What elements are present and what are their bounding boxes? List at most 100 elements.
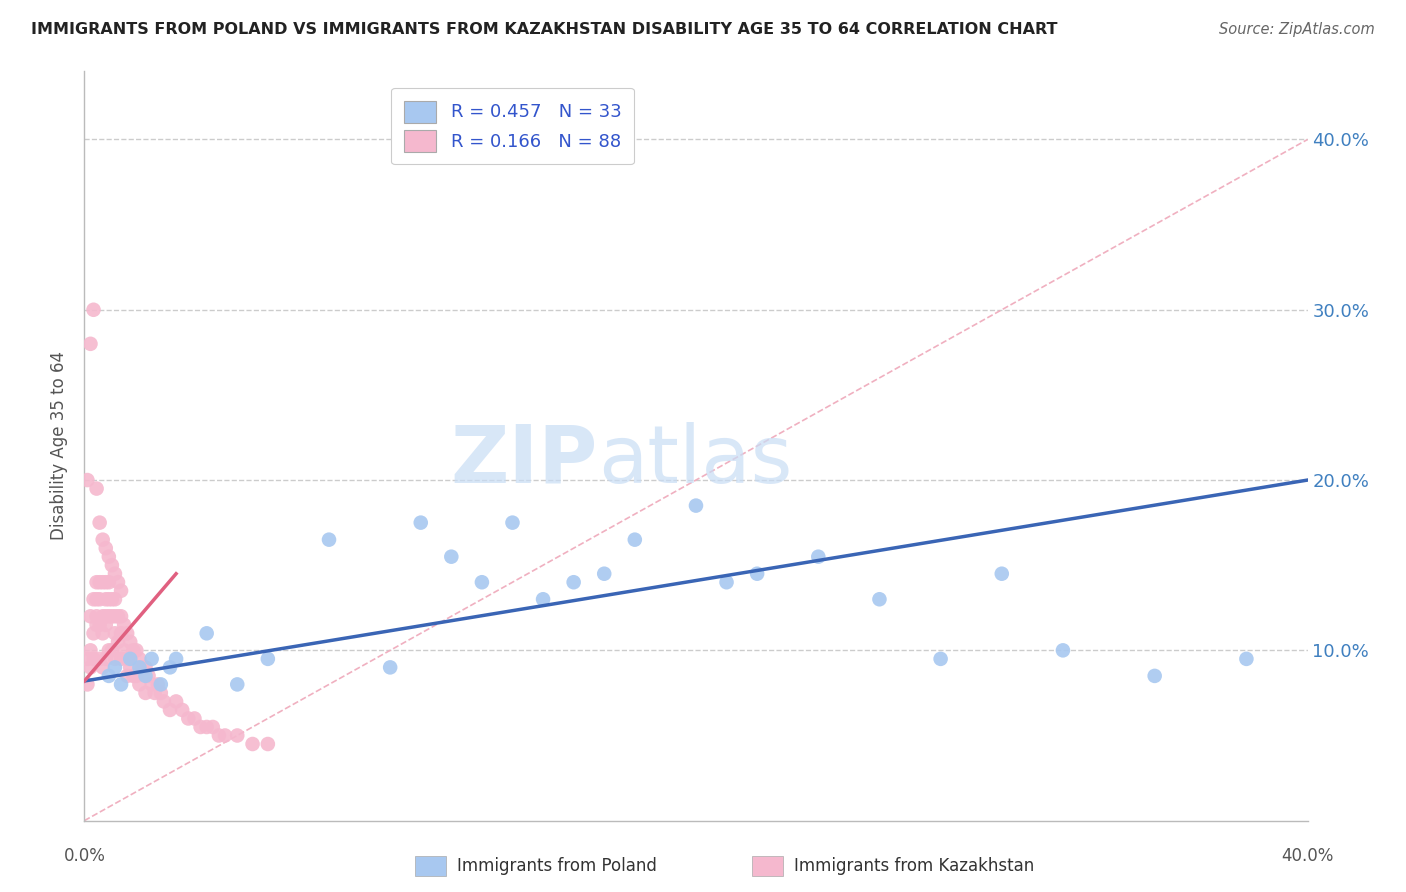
Text: Immigrants from Kazakhstan: Immigrants from Kazakhstan bbox=[794, 857, 1035, 875]
Point bbox=[131, 660, 153, 674]
Point bbox=[115, 626, 138, 640]
Point bbox=[89, 575, 111, 590]
Point bbox=[318, 533, 340, 547]
Point bbox=[1236, 652, 1258, 666]
Point bbox=[125, 643, 148, 657]
Point bbox=[929, 652, 952, 666]
Point bbox=[97, 575, 120, 590]
Point bbox=[83, 652, 105, 666]
Point bbox=[110, 677, 132, 691]
Point bbox=[149, 686, 172, 700]
Point bbox=[91, 533, 114, 547]
Point bbox=[172, 703, 194, 717]
Text: IMMIGRANTS FROM POLAND VS IMMIGRANTS FROM KAZAKHSTAN DISABILITY AGE 35 TO 64 COR: IMMIGRANTS FROM POLAND VS IMMIGRANTS FRO… bbox=[31, 22, 1057, 37]
Point bbox=[94, 592, 117, 607]
Point bbox=[104, 566, 127, 581]
Point bbox=[101, 643, 124, 657]
Point bbox=[110, 609, 132, 624]
Point bbox=[89, 652, 111, 666]
Point bbox=[110, 652, 132, 666]
Point bbox=[112, 617, 135, 632]
Point bbox=[1052, 643, 1074, 657]
Point bbox=[991, 566, 1014, 581]
Legend: R = 0.457   N = 33, R = 0.166   N = 88: R = 0.457 N = 33, R = 0.166 N = 88 bbox=[391, 88, 634, 164]
Text: ZIP: ZIP bbox=[451, 422, 598, 500]
Point bbox=[97, 669, 120, 683]
Point bbox=[86, 575, 108, 590]
Point bbox=[242, 737, 264, 751]
Point bbox=[128, 660, 150, 674]
Point bbox=[195, 720, 218, 734]
Point bbox=[195, 626, 218, 640]
Point bbox=[159, 703, 181, 717]
Point bbox=[91, 626, 114, 640]
Point bbox=[380, 660, 402, 674]
Point bbox=[101, 592, 124, 607]
Point bbox=[257, 737, 280, 751]
Point bbox=[153, 694, 176, 708]
Text: 0.0%: 0.0% bbox=[63, 847, 105, 865]
Point bbox=[440, 549, 463, 564]
Point bbox=[94, 609, 117, 624]
Point bbox=[79, 609, 101, 624]
Point bbox=[107, 635, 129, 649]
Point bbox=[120, 660, 142, 674]
Point bbox=[226, 677, 249, 691]
Text: atlas: atlas bbox=[598, 422, 793, 500]
Point bbox=[89, 516, 111, 530]
Text: 40.0%: 40.0% bbox=[1281, 847, 1334, 865]
Point bbox=[83, 626, 105, 640]
Point bbox=[128, 652, 150, 666]
Point bbox=[869, 592, 891, 607]
Point bbox=[115, 669, 138, 683]
Point bbox=[409, 516, 432, 530]
Point bbox=[128, 677, 150, 691]
Point bbox=[135, 686, 157, 700]
Point bbox=[91, 575, 114, 590]
Point bbox=[86, 592, 108, 607]
Point bbox=[562, 575, 585, 590]
Point bbox=[141, 677, 163, 691]
Point bbox=[807, 549, 830, 564]
Point bbox=[201, 720, 224, 734]
Point bbox=[101, 558, 124, 573]
Point bbox=[120, 652, 142, 666]
Point bbox=[79, 660, 101, 674]
Point bbox=[502, 516, 524, 530]
Point bbox=[91, 660, 114, 674]
Point bbox=[190, 720, 212, 734]
Point bbox=[685, 499, 707, 513]
Point bbox=[86, 609, 108, 624]
Point bbox=[214, 729, 236, 743]
Point bbox=[94, 575, 117, 590]
Point bbox=[104, 660, 127, 674]
Point bbox=[83, 592, 105, 607]
Point bbox=[104, 592, 127, 607]
Point bbox=[120, 635, 142, 649]
Point bbox=[76, 652, 98, 666]
Point bbox=[107, 575, 129, 590]
Point bbox=[76, 473, 98, 487]
Point bbox=[112, 643, 135, 657]
Point bbox=[183, 711, 205, 725]
Point bbox=[716, 575, 738, 590]
Point bbox=[593, 566, 616, 581]
Point bbox=[104, 609, 127, 624]
Point bbox=[97, 592, 120, 607]
Text: Immigrants from Poland: Immigrants from Poland bbox=[457, 857, 657, 875]
Point bbox=[79, 643, 101, 657]
Point bbox=[208, 729, 231, 743]
Point bbox=[257, 652, 280, 666]
Point bbox=[165, 652, 187, 666]
Point bbox=[624, 533, 647, 547]
Point bbox=[97, 609, 120, 624]
Point bbox=[471, 575, 494, 590]
Point bbox=[135, 660, 157, 674]
Point bbox=[107, 609, 129, 624]
Point bbox=[97, 549, 120, 564]
Point bbox=[101, 609, 124, 624]
Point bbox=[122, 669, 145, 683]
Point bbox=[89, 592, 111, 607]
Point bbox=[83, 302, 105, 317]
Point bbox=[138, 669, 160, 683]
